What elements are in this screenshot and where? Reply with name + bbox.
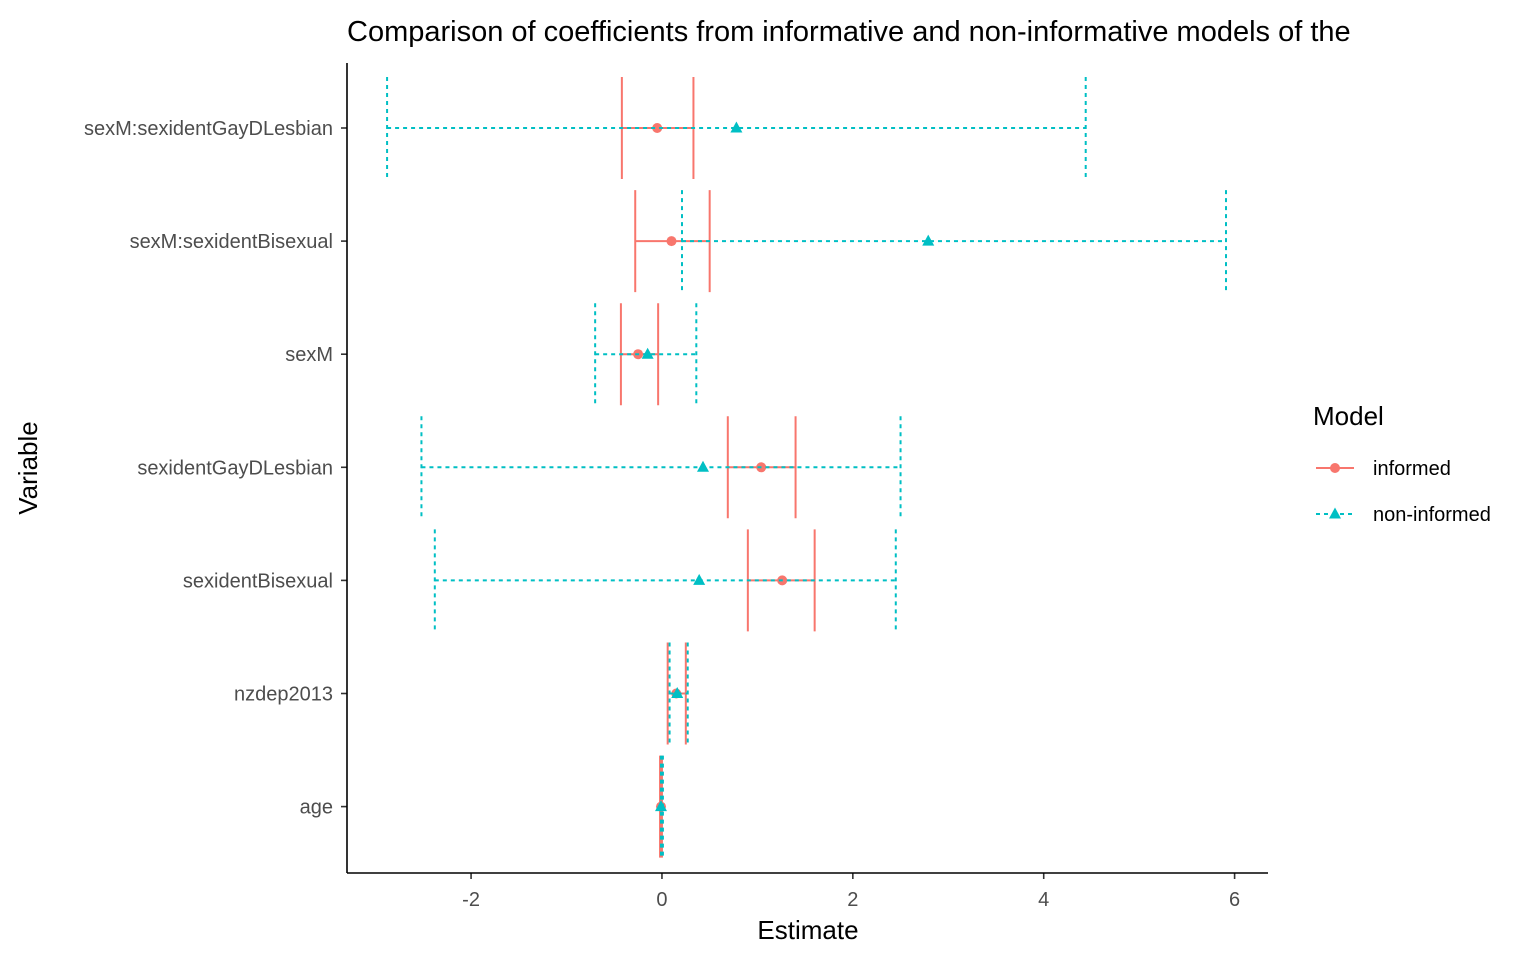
y-tick-label: sexM:sexidentBisexual — [130, 231, 333, 253]
point-estimate — [697, 461, 709, 472]
x-tick-label: 6 — [1229, 889, 1240, 911]
y-axis-ticks: sexM:sexidentGayDLesbian sexM:sexidentBis… — [84, 118, 347, 819]
point-estimate — [666, 236, 676, 246]
chart-title: Comparison of coefficients from informat… — [347, 16, 1351, 48]
point-estimate — [693, 574, 705, 585]
legend-item-informed: informed — [1316, 458, 1451, 480]
y-tick-label: nzdep2013 — [234, 684, 333, 706]
x-tick-label: 0 — [656, 889, 667, 911]
plot-area: sexM:sexidentGayDLesbian sexM:sexidentBis… — [84, 63, 1268, 911]
legend-title: Model — [1313, 401, 1384, 431]
legend-label: informed — [1373, 458, 1451, 480]
legend-item-non-informed: non-informed — [1316, 504, 1491, 526]
x-axis-ticks: -2 0 2 4 6 — [462, 873, 1240, 911]
y-tick-label: sexM:sexidentGayDLesbian — [84, 118, 333, 140]
legend-marker — [1330, 463, 1340, 473]
series-layer — [387, 77, 1226, 858]
series-non-informed — [387, 77, 1226, 858]
x-tick-label: 4 — [1038, 889, 1049, 911]
legend-marker — [1329, 508, 1341, 519]
legend-label: non-informed — [1373, 504, 1491, 526]
x-tick-label: 2 — [847, 889, 858, 911]
y-tick-label: sexM — [285, 344, 333, 366]
y-tick-label: age — [300, 797, 333, 819]
y-tick-label: sexidentBisexual — [183, 570, 333, 592]
legend-items: informed non-informed — [1316, 458, 1491, 526]
x-tick-label: -2 — [462, 889, 480, 911]
y-tick-label: sexidentGayDLesbian — [137, 457, 333, 479]
y-axis-title: Variable — [13, 421, 43, 514]
legend: Model informed non-informed — [1313, 401, 1491, 526]
x-axis-title: Estimate — [757, 915, 858, 945]
